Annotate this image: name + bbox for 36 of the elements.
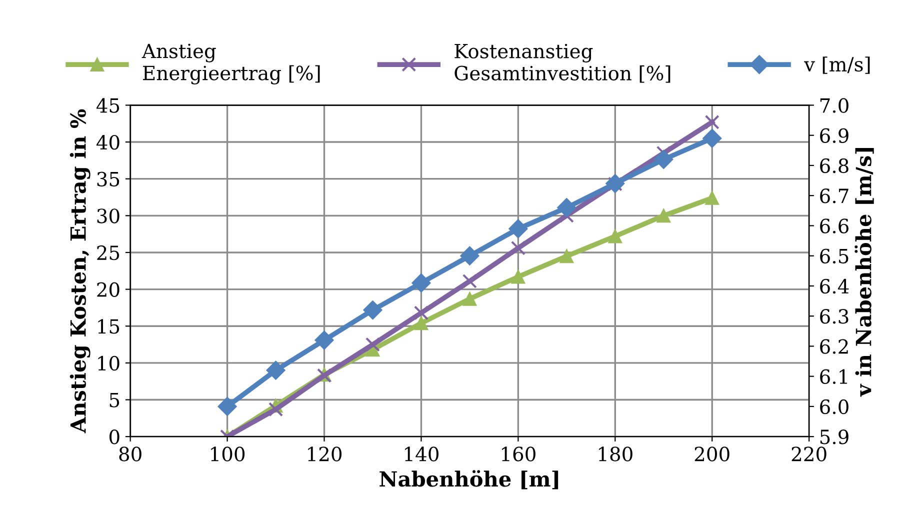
y-tick-label: 45 — [96, 98, 120, 113]
x-axis-title: Nabenhöhe [m] — [380, 470, 558, 490]
y2-tick-label: 6.3 — [820, 309, 848, 324]
legend-label: Anstieg Energieertrag [%] — [142, 44, 320, 84]
y-tick-label: 35 — [97, 172, 120, 187]
legend-label: v [m/s] — [804, 56, 870, 74]
x-tick-label: 180 — [598, 446, 632, 462]
y2-tick-label: 6.8 — [820, 158, 848, 174]
y-tick-label: 0 — [110, 430, 120, 444]
x-tick-label: 200 — [694, 446, 730, 462]
y-tick-label: 25 — [97, 245, 120, 260]
y-tick-label: 20 — [97, 282, 120, 297]
y2-tick-label: 6.6 — [820, 218, 848, 234]
y-tick-label: 15 — [98, 319, 120, 334]
x-tick-label: 140 — [405, 446, 438, 462]
y2-tick-label: 5.9 — [820, 430, 848, 444]
legend-label: Kostenanstieg Gesamtinvestition [%] — [454, 44, 670, 83]
y2-tick-label: 6.0 — [820, 399, 848, 414]
y2-tick-label: 6.1 — [820, 369, 847, 384]
x-tick-label: 80 — [119, 446, 142, 462]
y2-tick-label: 6.7 — [820, 188, 848, 204]
y2-tick-label: 6.9 — [820, 128, 848, 143]
x-tick-label: 220 — [792, 446, 826, 462]
y-tick-label: 5 — [110, 392, 120, 408]
y-tick-label: 30 — [97, 208, 120, 224]
x-tick-label: 160 — [502, 446, 536, 462]
x-tick-label: 100 — [211, 446, 245, 462]
y2-axis-title: v in Nabenhöhe [m/s] — [854, 148, 874, 397]
y2-tick-label: 6.4 — [820, 278, 849, 294]
y-axis-title: Anstieg Kosten, Ertrag in % — [70, 109, 90, 434]
y2-tick-label: 6.5 — [820, 248, 848, 264]
x-tick-label: 120 — [308, 446, 342, 462]
y2-tick-label: 6.2 — [820, 339, 848, 354]
y-tick-label: 10 — [98, 356, 120, 371]
y2-tick-label: 7.0 — [820, 98, 848, 113]
y-tick-label: 40 — [96, 134, 120, 150]
